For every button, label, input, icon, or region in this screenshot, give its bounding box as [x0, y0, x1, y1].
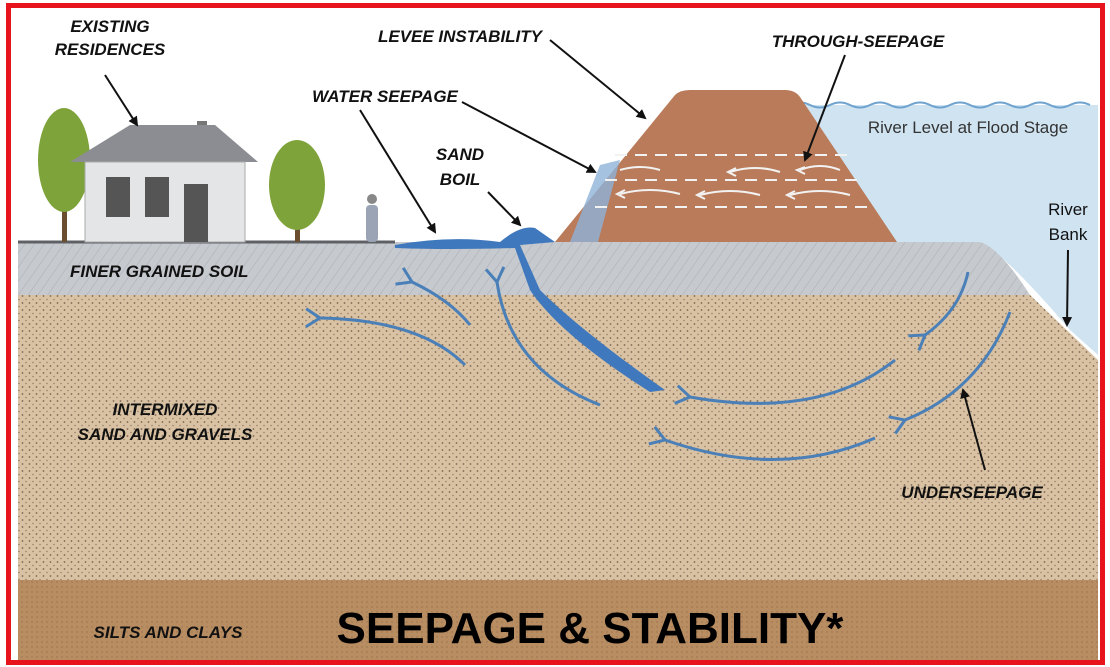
label: RESIDENCES	[55, 40, 166, 59]
label: EXISTING	[70, 17, 149, 36]
label: INTERMIXED	[113, 400, 218, 419]
title: SEEPAGE & STABILITY*	[337, 604, 845, 653]
label: FINER GRAINED SOIL	[70, 262, 249, 281]
diagram: EXISTING RESIDENCES LEVEE INSTABILITY TH…	[0, 0, 1110, 667]
label: WATER SEEPAGE	[312, 87, 458, 106]
label: SAND AND GRAVELS	[78, 425, 253, 444]
label: BOIL	[440, 170, 481, 189]
label: UNDERSEEPAGE	[901, 483, 1043, 502]
label: THROUGH-SEEPAGE	[772, 32, 945, 51]
person	[366, 194, 378, 242]
label: SAND	[436, 145, 484, 164]
label: River Level at Flood Stage	[868, 118, 1068, 137]
label: SILTS AND CLAYS	[94, 623, 244, 642]
label: LEVEE INSTABILITY	[378, 27, 544, 46]
label: River	[1048, 200, 1088, 219]
label: Bank	[1049, 225, 1088, 244]
